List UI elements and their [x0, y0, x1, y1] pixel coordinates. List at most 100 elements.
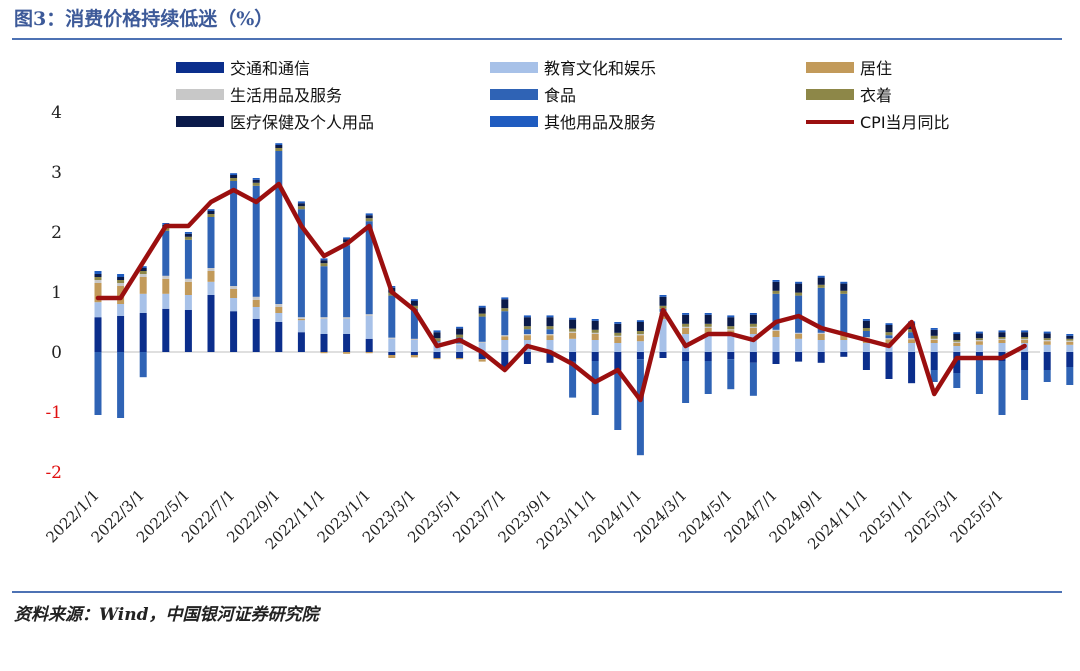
bar-segment-daily: [727, 329, 735, 331]
bar-segment-housing: [365, 352, 373, 354]
bar-segment-other: [117, 274, 125, 277]
bar-segment-housing: [162, 278, 170, 294]
bar-segment-health: [1043, 333, 1051, 339]
bar-segment-housing: [1066, 341, 1074, 345]
bar-segment-daily: [682, 326, 690, 328]
bar-segment-other: [862, 319, 870, 321]
bar-segment-clothing: [704, 323, 712, 327]
bar-segment-transport: [817, 352, 825, 363]
bar-segment-other: [682, 313, 690, 315]
bar-segment-transport: [569, 352, 577, 362]
bar-segment-education: [659, 319, 667, 352]
bar-segment-health: [795, 283, 803, 293]
bar-segment-transport: [1043, 352, 1051, 370]
bar-segment-education: [320, 319, 328, 334]
legend-swatch-daily: [176, 89, 224, 100]
bar-segment-housing: [230, 289, 238, 298]
legend-label-daily: 生活用品及服务: [230, 86, 342, 105]
y-tick-label: 4: [51, 103, 62, 123]
bar-segment-other: [1043, 331, 1051, 334]
bar-segment-education: [184, 295, 192, 310]
y-tick-label: 2: [51, 223, 62, 243]
bar-segment-clothing: [840, 290, 848, 294]
bar-segment-other: [252, 178, 260, 180]
bar-segment-other: [523, 315, 531, 318]
bar-segment-education: [953, 346, 961, 352]
bar-segment-food: [388, 295, 396, 338]
legend-label-clothing: 衣着: [860, 86, 892, 105]
bar-segment-education: [456, 344, 464, 352]
bar-segment-clothing: [184, 236, 192, 240]
bar-segment-food: [117, 352, 125, 418]
bar-segment-housing: [139, 277, 147, 294]
bar-segment-housing: [478, 359, 486, 362]
bar-segment-education: [410, 340, 418, 352]
y-tick-label: 1: [51, 283, 62, 303]
y-tick-label: 3: [51, 163, 62, 183]
y-tick-label: 0: [51, 343, 62, 363]
bar-segment-food: [682, 361, 690, 403]
bar-segment-health: [772, 281, 780, 291]
bar-segment-housing: [433, 358, 441, 360]
bar-segment-other: [614, 322, 622, 324]
bar-segment-housing: [704, 328, 712, 334]
bar-segment-health: [117, 277, 125, 280]
bar-segment-housing: [275, 307, 283, 313]
bar-segment-other: [297, 201, 305, 204]
bar-segment-transport: [546, 352, 554, 363]
bar-segment-other: [410, 299, 418, 301]
bar-segment-food: [207, 217, 215, 268]
bar-segment-housing: [456, 358, 464, 360]
bar-segment-other: [546, 315, 554, 318]
bar-segment-other: [885, 323, 893, 325]
bar-segment-housing: [297, 319, 305, 321]
bar-segment-transport: [523, 352, 531, 364]
bar-segment-housing: [682, 328, 690, 334]
bar-segment-housing: [501, 336, 509, 340]
bar-segment-health: [94, 274, 102, 277]
legend-swatch-education: [490, 62, 538, 73]
bar-segment-clothing: [478, 313, 486, 317]
bar-segment-food: [998, 361, 1006, 415]
bar-segment-housing: [614, 337, 622, 343]
bar-segment-housing: [343, 352, 351, 354]
bar-segment-health: [456, 328, 464, 335]
bar-segment-housing: [388, 355, 396, 358]
bar-segment-education: [795, 338, 803, 352]
bar-segment-daily: [953, 341, 961, 343]
bar-segment-transport: [184, 310, 192, 352]
bar-segment-other: [433, 330, 441, 333]
bar-segment-health: [998, 332, 1006, 337]
bar-segment-housing: [207, 271, 215, 282]
bar-segment-daily: [230, 286, 238, 289]
bar-segment-daily: [772, 329, 780, 331]
bar-segment-other: [998, 330, 1006, 333]
bar-segment-daily: [998, 338, 1006, 340]
bar-segment-daily: [207, 268, 215, 271]
bar-segment-clothing: [862, 328, 870, 331]
bar-segment-daily: [184, 278, 192, 282]
bar-segment-health: [297, 203, 305, 207]
bar-segment-clothing: [501, 308, 509, 312]
source-note: 资料来源：Wind，中国银河证券研究院: [14, 605, 319, 625]
bar-segment-food: [546, 329, 554, 334]
x-axis: 2022/1/12022/3/12022/5/12022/7/12022/9/1…: [42, 486, 1006, 553]
bar-segment-housing: [885, 339, 893, 343]
bar-segment-clothing: [659, 305, 667, 309]
bar-segment-food: [817, 287, 825, 333]
bar-segment-other: [478, 305, 486, 308]
bar-segment-food: [184, 239, 192, 279]
bar-segment-health: [523, 317, 531, 327]
bar-segment-health: [207, 211, 215, 214]
bar-segment-transport: [704, 352, 712, 361]
bar-segment-health: [343, 239, 351, 243]
bar-segment-food: [252, 185, 260, 297]
bar-segment-transport: [862, 352, 870, 370]
bar-segment-health: [704, 314, 712, 324]
bar-segment-housing: [953, 343, 961, 346]
bar-segment-transport: [162, 308, 170, 352]
bar-segment-other: [230, 173, 238, 175]
bar-segment-clothing: [817, 284, 825, 288]
bar-segment-clothing: [998, 337, 1006, 339]
bar-segment-other: [953, 332, 961, 334]
